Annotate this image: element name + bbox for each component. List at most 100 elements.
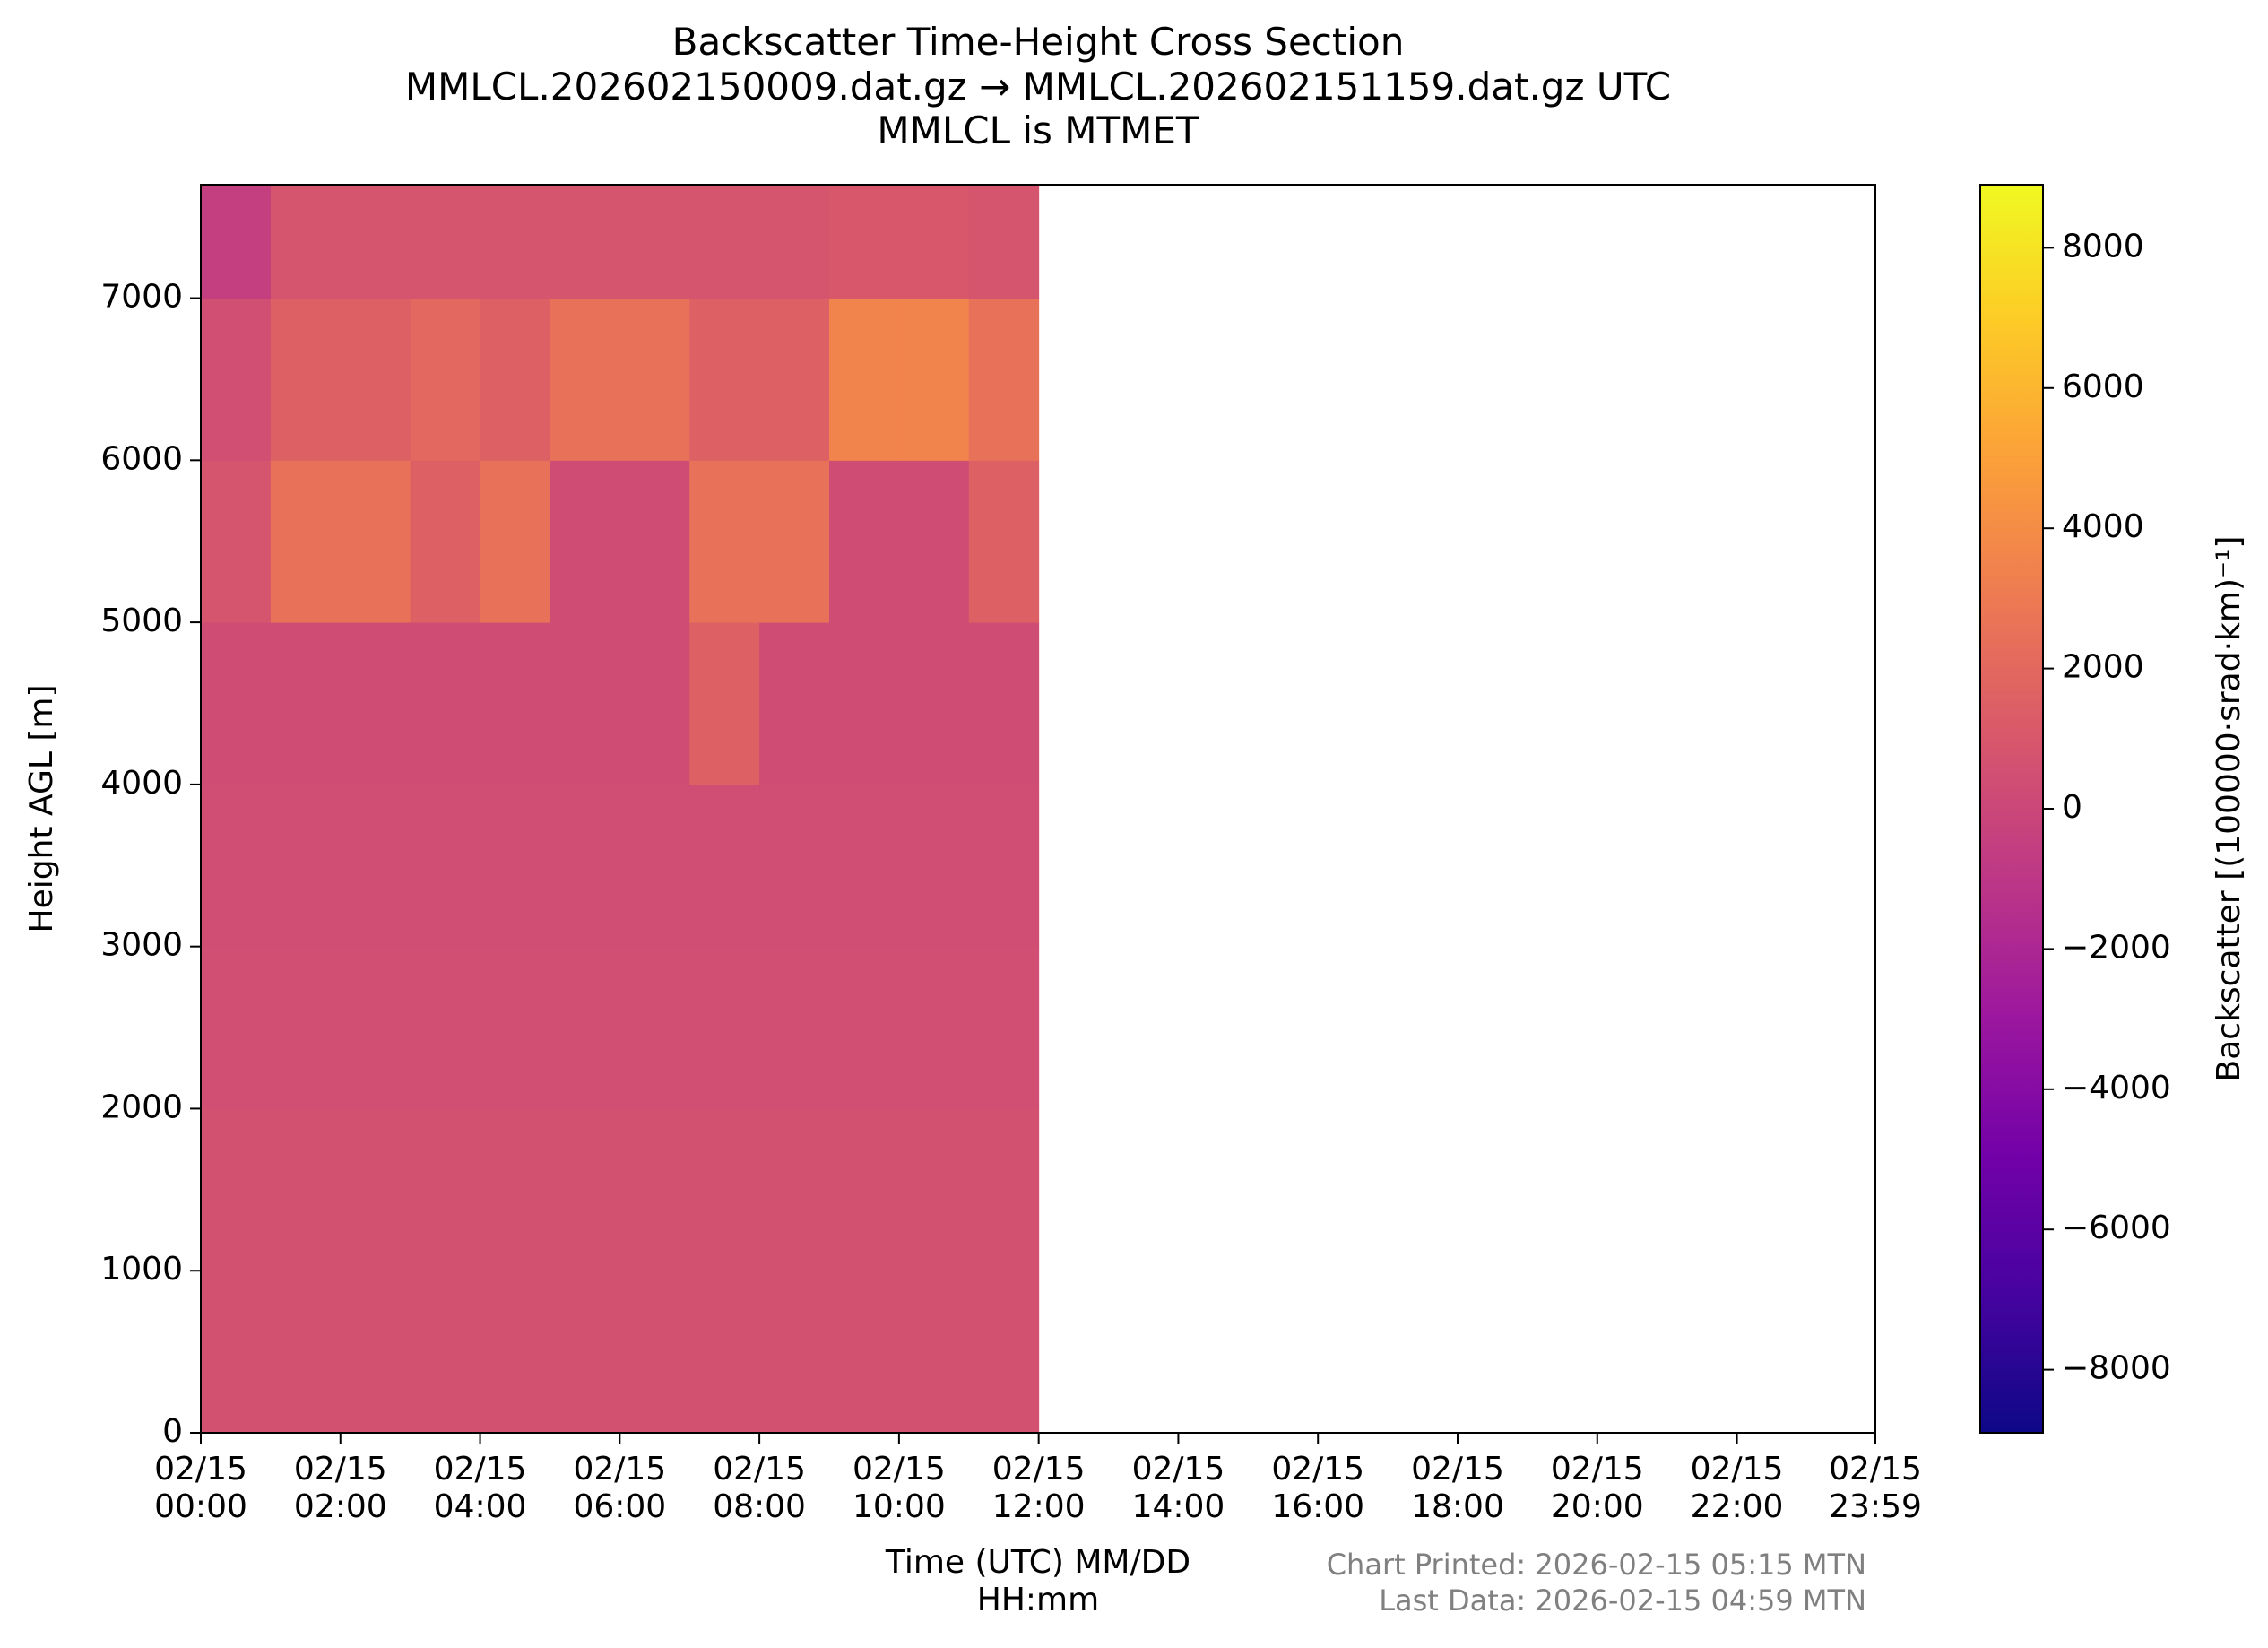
heatmap-cell xyxy=(759,622,830,785)
heatmap-cell xyxy=(898,784,970,948)
heatmap-cell xyxy=(619,622,690,785)
heatmap-cell xyxy=(828,946,900,1109)
heatmap-cell xyxy=(689,460,760,623)
heatmap-cell xyxy=(480,460,550,623)
colorbar-tick-label: 2000 xyxy=(2062,649,2144,686)
heatmap-cell xyxy=(480,946,550,1109)
heatmap-cell xyxy=(968,185,1040,299)
heatmap-cell xyxy=(828,1108,900,1271)
y-tick-label: 3000 xyxy=(100,927,183,964)
heatmap-cell xyxy=(480,1271,550,1433)
heatmap-cell xyxy=(619,1108,690,1271)
x-tick-label: 02/15 06:00 xyxy=(573,1451,667,1526)
heatmap-cell xyxy=(689,298,760,461)
x-tick-label: 02/15 18:00 xyxy=(1411,1451,1504,1526)
heatmap-cell xyxy=(898,622,970,785)
heatmap-cell xyxy=(410,946,481,1109)
heatmap-cell xyxy=(410,1108,481,1271)
y-tick-label: 1000 xyxy=(100,1251,183,1288)
heatmap-cell xyxy=(201,784,272,948)
heatmap-cell xyxy=(550,460,620,623)
heatmap-cell xyxy=(968,784,1040,948)
heatmap-cell xyxy=(550,1108,620,1271)
heatmap-cell xyxy=(898,298,970,461)
colorbar-tick-label: −4000 xyxy=(2062,1070,2171,1106)
x-tick-label: 02/15 10:00 xyxy=(853,1451,946,1526)
colorbar-label: Backscatter [(100000·srad·km)⁻¹] xyxy=(2211,536,2247,1082)
heatmap-cell xyxy=(270,784,342,948)
heatmap-cell xyxy=(550,1271,620,1433)
heatmap-cell xyxy=(270,946,342,1109)
heatmap-cell xyxy=(201,460,272,623)
heatmap-cell xyxy=(480,622,550,785)
chart-title: Backscatter Time-Height Cross Section MM… xyxy=(404,20,1672,153)
x-tick-label: 02/15 00:00 xyxy=(154,1451,247,1526)
heatmap-cell xyxy=(340,298,411,461)
colorbar xyxy=(1979,184,2044,1434)
heatmap-cell xyxy=(619,946,690,1109)
heatmap-cell xyxy=(550,946,620,1109)
heatmap-cell xyxy=(759,1108,830,1271)
note: Last Data: 2026-02-15 04:59 MTN xyxy=(1379,1583,1866,1618)
heatmap-cell xyxy=(828,622,900,785)
heatmap-cell xyxy=(340,1271,411,1433)
heatmap-cell xyxy=(759,185,830,299)
heatmap-cell xyxy=(689,1108,760,1271)
heatmap-cell xyxy=(201,946,272,1109)
heatmap-cell xyxy=(689,784,760,948)
y-tick-label: 4000 xyxy=(100,765,183,802)
heatmap-cell xyxy=(759,1271,830,1433)
heatmap-cell xyxy=(410,298,481,461)
heatmap-cell xyxy=(270,1271,342,1433)
heatmap-cell xyxy=(480,1108,550,1271)
y-tick-label: 5000 xyxy=(100,603,183,639)
heatmap-cell xyxy=(898,1108,970,1271)
heatmap-cell xyxy=(898,1271,970,1433)
y-tick-label: 6000 xyxy=(100,440,183,477)
heatmap-cell xyxy=(550,298,620,461)
heatmap-cell xyxy=(968,298,1040,461)
heatmap-cell xyxy=(480,298,550,461)
heatmap-cell xyxy=(550,784,620,948)
heatmap-cell xyxy=(689,946,760,1109)
heatmap-cell xyxy=(410,622,481,785)
heatmap-cell xyxy=(480,185,550,299)
heatmap-cell xyxy=(968,460,1040,623)
heatmap-cell xyxy=(201,185,272,299)
x-tick-label: 02/15 20:00 xyxy=(1550,1451,1644,1526)
heatmap-cell xyxy=(689,1271,760,1433)
heatmap-cell xyxy=(410,1271,481,1433)
colorbar-tick-label: −2000 xyxy=(2062,929,2171,966)
heatmap-cell xyxy=(410,460,481,623)
heatmap-cell xyxy=(340,622,411,785)
heatmap-cell xyxy=(270,460,342,623)
heatmap-cell xyxy=(828,298,900,461)
heatmap-cell xyxy=(410,185,481,299)
x-tick-label: 02/15 12:00 xyxy=(991,1451,1086,1526)
heatmap-cell xyxy=(898,185,970,299)
heatmap-cell xyxy=(968,1108,1040,1271)
x-tick-label: 02/15 16:00 xyxy=(1271,1451,1365,1526)
heatmap-cell xyxy=(201,622,272,785)
heatmap-cell xyxy=(759,460,830,623)
x-tick-label: 02/15 22:00 xyxy=(1690,1451,1784,1526)
heatmap-cell xyxy=(689,185,760,299)
heatmap-cell xyxy=(898,460,970,623)
x-tick-label: 02/15 23:59 xyxy=(1829,1451,1922,1526)
heatmap-cell xyxy=(270,185,342,299)
colorbar-tick-label: 4000 xyxy=(2062,508,2144,545)
heatmap-cell xyxy=(340,946,411,1109)
heatmap-cell xyxy=(619,460,690,623)
heatmap-cell xyxy=(619,784,690,948)
heatmap-cell xyxy=(340,784,411,948)
heatmap-cell xyxy=(619,298,690,461)
x-axis-label: Time (UTC) MM/DD HH:mm xyxy=(885,1544,1191,1619)
colorbar-tick-label: 8000 xyxy=(2062,228,2144,265)
heatmap-cell xyxy=(340,185,411,299)
heatmap-cell xyxy=(619,185,690,299)
heatmap-cell xyxy=(968,1271,1040,1433)
heatmap-cell xyxy=(550,622,620,785)
y-tick-label: 0 xyxy=(162,1413,183,1450)
